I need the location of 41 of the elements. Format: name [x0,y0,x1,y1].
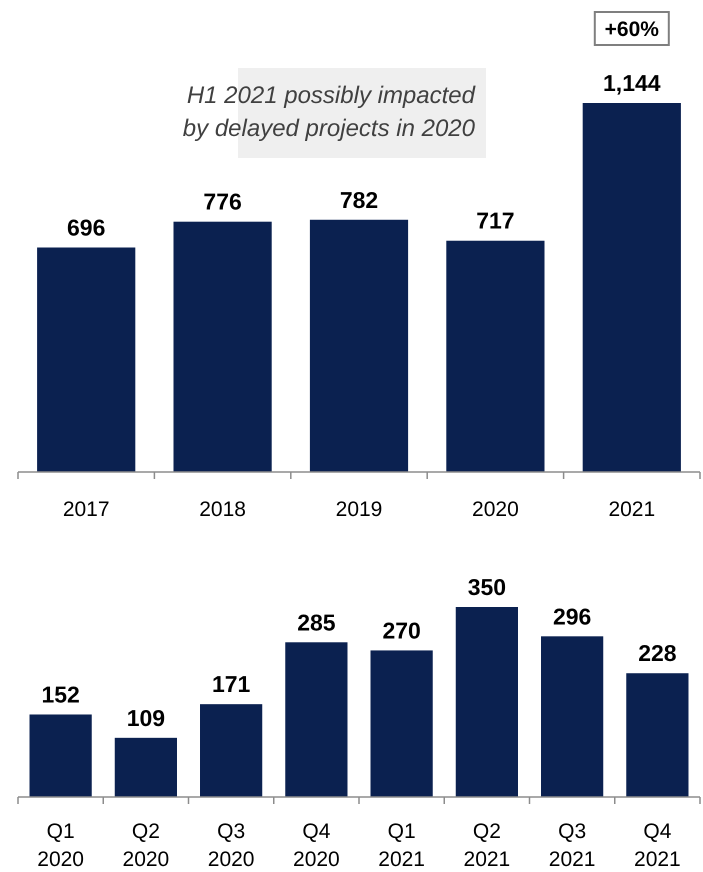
data-label: 717 [476,208,515,234]
data-label: 776 [203,188,242,215]
data-label: 228 [638,640,677,666]
data-label: 296 [552,603,592,630]
x-tick-label: Q2 2020 [122,820,170,871]
x-tick-label: 2018 [199,498,246,521]
x-tick-label: Q3 2021 [548,820,596,871]
annotation: H1 2021 possibly impacted by delayed projects in 2020 [182,82,476,142]
data-label: 696 [67,214,106,241]
x-tick-label: Q1 2020 [37,820,84,871]
text: +60% [604,18,660,41]
bar [456,607,518,797]
x-tick-label: 2017 [62,498,110,521]
bar [37,248,136,472]
bar [582,103,681,472]
data-label: 350 [468,574,506,600]
bar [310,220,408,472]
x-tick-label: 2020 [472,498,519,521]
data-label: 285 [297,609,336,636]
x-tick-label: Q2 2021 [464,820,510,871]
bar [626,673,688,797]
data-label: 270 [382,617,421,644]
bar [173,222,272,472]
bar [370,650,433,797]
data-label: 782 [340,186,378,213]
x-tick-label: Q1 2021 [378,820,425,871]
data-label: 152 [41,681,80,708]
x-tick-label: Q4 2021 [634,820,681,871]
bar [446,240,545,472]
x-tick-label: Q3 2020 [208,820,254,871]
bar [200,704,262,797]
x-tick-label: 2021 [608,498,656,521]
data-label: 171 [212,671,251,698]
bar [114,738,177,797]
bar [285,642,348,797]
data-label: 1,144 [603,70,661,96]
bar [30,714,92,797]
bar [541,636,604,797]
x-tick-label: 2019 [336,498,382,521]
x-tick-label: Q4 2020 [293,820,340,871]
data-label: 109 [126,704,166,731]
